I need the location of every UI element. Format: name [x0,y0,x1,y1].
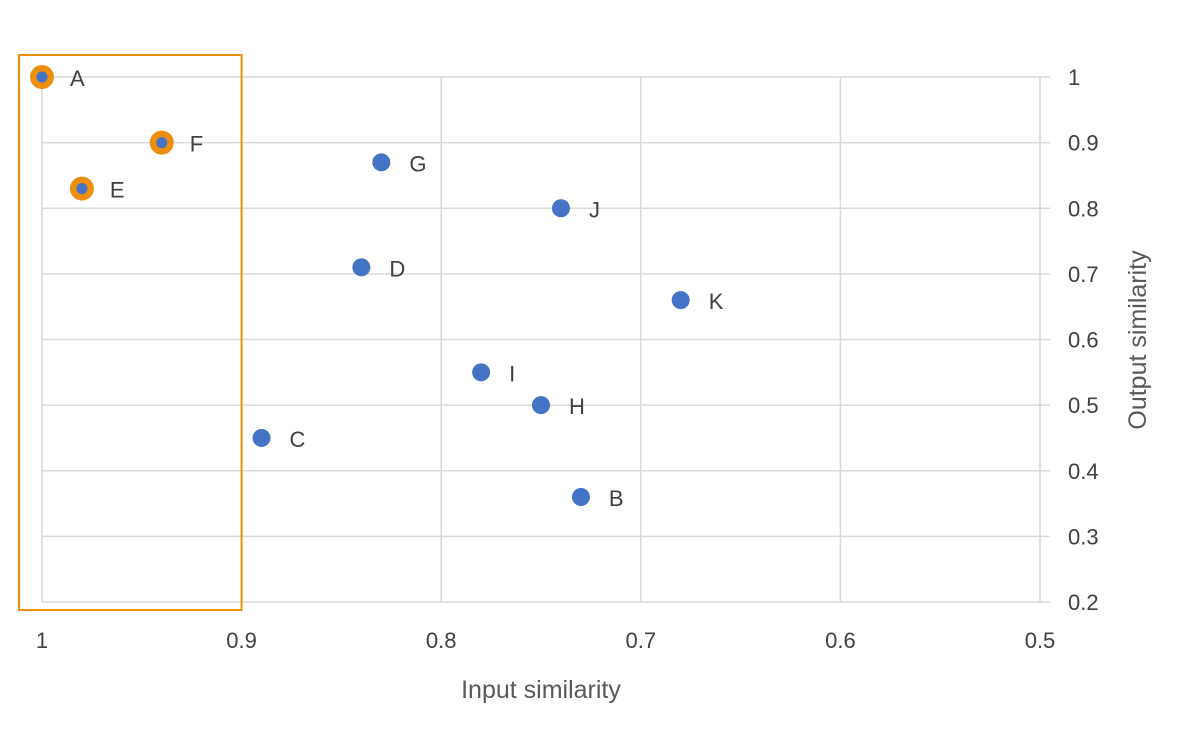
y-tick-label: 0.3 [1068,524,1099,549]
point-label: H [569,394,585,419]
y-tick-label: 0.7 [1068,262,1099,287]
point-label: I [509,361,515,386]
point-label: J [589,197,600,222]
y-axis-ticks: 1 0.9 0.8 0.7 0.6 0.5 0.4 0.3 0.2 [1068,65,1099,615]
data-point [551,199,570,218]
y-tick-label: 0.8 [1068,196,1099,221]
x-tick-label: 0.7 [626,628,657,653]
highlight-region [18,54,243,611]
data-point [571,488,590,506]
data-point [372,153,391,172]
point-label: E [110,178,125,203]
point-label: C [290,427,306,452]
y-tick-label: 0.4 [1068,459,1099,484]
y-tick-label: 0.9 [1068,131,1099,156]
x-tick-label: 0.5 [1025,628,1056,653]
y-tick-label: 0.2 [1068,590,1099,615]
data-point [76,183,88,195]
y-tick-label: 1 [1068,65,1080,90]
point-label: B [609,486,624,511]
point-label: G [409,151,426,176]
point-label: F [190,132,203,157]
point-label: D [389,256,405,281]
data-point [36,71,48,83]
data-point [671,291,690,310]
x-axis-title: Input similarity [461,676,621,704]
x-tick-label: 0.6 [825,628,856,653]
y-axis-title: Output similarity [1124,250,1152,430]
data-point [252,428,271,447]
data-points: A F E G J D K I H C B [30,65,724,511]
x-tick-label: 1 [36,628,48,653]
y-tick-label: 0.6 [1068,328,1099,353]
x-tick-label: 0.8 [426,628,457,653]
data-point [532,396,550,415]
highlight-box [18,54,243,611]
x-tick-label: 0.9 [226,628,257,653]
point-label: K [709,289,724,314]
data-point [352,258,371,277]
x-axis-ticks: 1 0.9 0.8 0.7 0.6 0.5 [36,628,1055,653]
point-label: A [70,66,85,91]
data-point [472,363,491,382]
y-tick-label: 0.5 [1068,393,1099,418]
data-point [156,137,168,149]
